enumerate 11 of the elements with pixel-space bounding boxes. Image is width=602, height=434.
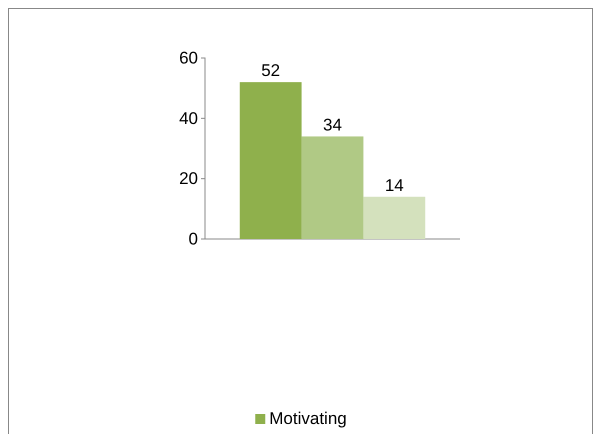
legend-label: Motivating <box>269 409 347 428</box>
bar <box>363 196 426 239</box>
y-tick-label: 40 <box>179 108 198 128</box>
data-label: 34 <box>323 115 342 134</box>
data-label: 52 <box>261 61 280 80</box>
bar <box>302 136 364 239</box>
y-tick-label: 60 <box>179 48 198 68</box>
y-tick-label: 0 <box>188 229 198 248</box>
data-label: 14 <box>384 176 404 195</box>
bar <box>240 82 302 239</box>
y-tick-label: 20 <box>179 169 198 188</box>
